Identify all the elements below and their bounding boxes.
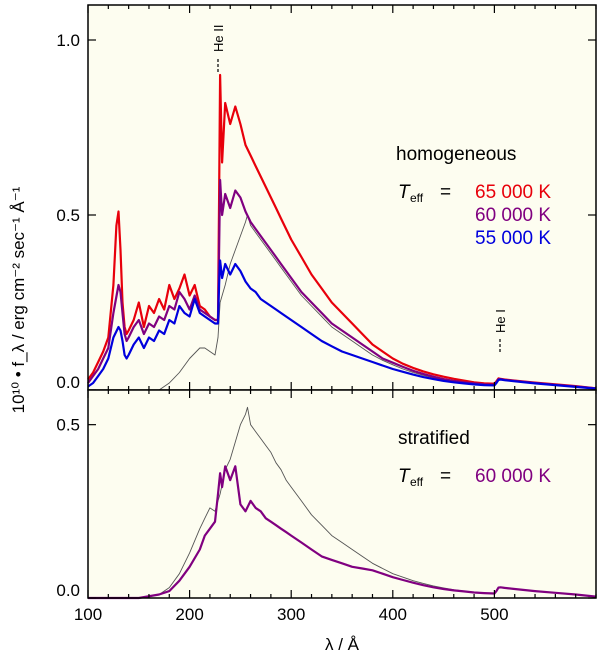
legend-title-homogeneous: homogeneous <box>396 144 516 165</box>
x-axis-label: λ / Å <box>325 635 360 654</box>
legend-entry-65000: 65 000 K <box>475 182 551 203</box>
legend-bottom-entry-60000: 60 000 K <box>475 466 551 487</box>
y-tick-label: 1.0 <box>56 31 80 50</box>
bottom-series-line-60-000-k <box>88 465 597 600</box>
bottom-plot-frame <box>87 389 597 599</box>
legend-teff-subscript: eff <box>410 191 424 205</box>
he1-annotation: He I <box>493 309 508 352</box>
bottom-series-group <box>88 406 597 600</box>
legend-bottom-teff-subscript: eff <box>410 475 424 489</box>
top-series-line-60-000-k <box>87 178 597 390</box>
bottom-plot-background <box>88 390 596 598</box>
legend-teff-symbol: T <box>398 182 411 203</box>
top-panel: 0.0 0.5 1.0 He II He I homogeneous T eff =… <box>56 4 597 392</box>
x-tick-label: 200 <box>175 605 203 624</box>
top-ticks-group: 0.0 0.5 1.0 <box>56 5 597 392</box>
legend-equals: = <box>440 182 451 203</box>
x-tick-label: 300 <box>277 605 305 624</box>
legend-entry-60000: 60 000 K <box>475 205 551 226</box>
legend-title-stratified: stratified <box>398 428 470 449</box>
y-tick-label: 0.0 <box>56 373 80 392</box>
top-plot-background <box>88 5 596 390</box>
legend-bottom-teff-symbol: T <box>398 466 411 487</box>
top-series-line-55-000-k <box>87 259 597 390</box>
x-tick-label: 500 <box>480 605 508 624</box>
x-tick-label: 400 <box>379 605 407 624</box>
legend-bottom-equals: = <box>440 466 451 487</box>
y-axis-label: 10¹⁰ • f_λ / erg cm⁻² sec⁻¹ Å⁻¹ <box>9 186 28 413</box>
y-tick-label: 0.5 <box>56 416 80 435</box>
he2-annotation: He II <box>211 25 226 72</box>
x-tick-label: 100 <box>74 605 102 624</box>
y-tick-label: 0.0 <box>56 581 80 600</box>
legend-entry-55000: 55 000 K <box>475 228 551 249</box>
bottom-panel: 0.0 0.5 100 200 300 400 500 stratified T eff =… <box>56 389 597 624</box>
he2-label: He II <box>211 25 226 52</box>
top-series-group <box>87 73 597 391</box>
he1-label: He I <box>493 309 508 333</box>
y-tick-label: 0.5 <box>56 206 80 225</box>
top-series-line-65-000-k <box>87 73 597 390</box>
